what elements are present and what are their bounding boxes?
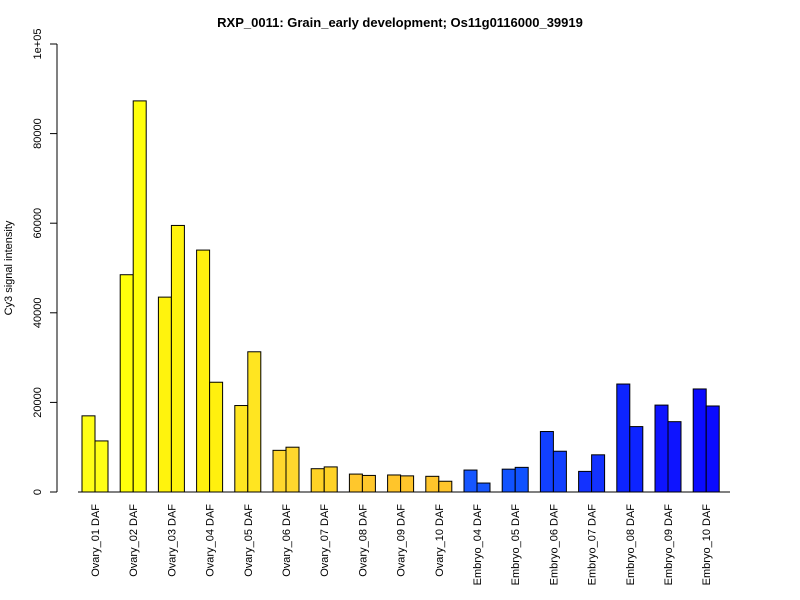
bar xyxy=(438,480,453,493)
bar xyxy=(348,473,363,493)
x-tick-label: Embryo_10 DAF xyxy=(701,504,713,586)
x-tick-label: Ovary_03 DAF xyxy=(166,504,178,577)
x-tick-label: Ovary_04 DAF xyxy=(205,504,217,577)
bar xyxy=(578,470,593,493)
x-tick-label: Ovary_08 DAF xyxy=(357,504,369,577)
y-tick-label: 60000 xyxy=(32,208,44,239)
x-tick-label: Ovary_10 DAF xyxy=(434,504,446,577)
bar xyxy=(323,466,338,493)
bar xyxy=(387,474,402,493)
y-tick-label: 80000 xyxy=(32,118,44,149)
bar xyxy=(705,405,720,493)
bar xyxy=(539,431,554,493)
bar xyxy=(310,468,325,493)
x-tick-label: Embryo_09 DAF xyxy=(663,504,675,586)
bar xyxy=(81,415,96,493)
x-tick-label: Embryo_07 DAF xyxy=(587,504,599,586)
bar xyxy=(196,249,211,493)
y-tick-label: 40000 xyxy=(32,298,44,329)
bar xyxy=(119,274,134,493)
x-tick-label: Ovary_07 DAF xyxy=(319,504,331,577)
y-tick-label: 1e+05 xyxy=(32,29,44,60)
x-tick-label: Embryo_04 DAF xyxy=(472,504,484,586)
bar xyxy=(285,446,300,493)
bar xyxy=(616,383,631,493)
x-tick-labels: Ovary_01 DAF Ovary_02 DAF Ovary_03 DAF Ovar… xyxy=(90,504,713,586)
x-tick-label: Embryo_05 DAF xyxy=(510,504,522,586)
bar xyxy=(591,454,606,493)
bar xyxy=(157,296,172,493)
x-tick-label: Embryo_08 DAF xyxy=(625,504,637,586)
bar xyxy=(629,426,644,493)
x-tick-label: Ovary_02 DAF xyxy=(128,504,140,577)
bar xyxy=(552,450,567,493)
y-tick-label: 0 xyxy=(32,489,44,495)
x-tick-label: Ovary_06 DAF xyxy=(281,504,293,577)
bar xyxy=(476,482,491,493)
bar xyxy=(654,404,669,493)
y-axis-label: Cy3 signal intensity xyxy=(3,220,15,315)
bar xyxy=(132,100,147,493)
x-tick-label: Ovary_09 DAF xyxy=(396,504,408,577)
bar xyxy=(272,449,287,493)
x-tick-label: Ovary_01 DAF xyxy=(90,504,102,577)
x-tick-label: Embryo_06 DAF xyxy=(548,504,560,586)
bar xyxy=(667,421,682,493)
bars-group xyxy=(81,100,720,493)
x-tick-label: Ovary_05 DAF xyxy=(243,504,255,577)
y-tick-label: 20000 xyxy=(32,387,44,418)
bar xyxy=(94,440,109,493)
bar xyxy=(501,468,516,493)
bar xyxy=(234,405,249,493)
bar xyxy=(170,224,185,493)
bar xyxy=(463,469,478,493)
chart-title: RXP_0011: Grain_early development; Os11g… xyxy=(217,15,583,30)
bar xyxy=(209,381,224,493)
bar xyxy=(247,351,262,493)
bar xyxy=(361,474,376,493)
bar xyxy=(692,388,707,493)
bar xyxy=(425,475,440,493)
bar xyxy=(514,466,529,493)
bar xyxy=(400,475,415,493)
y-axis: 0 20000 40000 60000 80000 1e+05 xyxy=(32,29,58,495)
